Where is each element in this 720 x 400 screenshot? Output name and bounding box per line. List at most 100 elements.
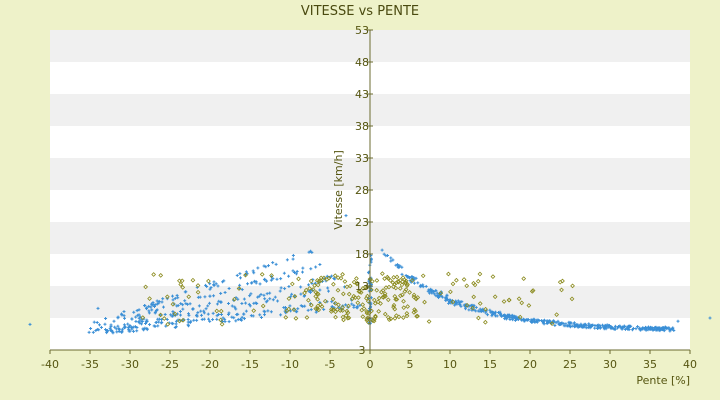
data-point [371,297,377,303]
y-tick-label: 18 [355,248,369,261]
data-point [122,323,126,327]
data-point [290,292,294,296]
data-point [400,292,405,298]
data-point [295,310,299,314]
data-point [121,327,125,331]
data-point [186,317,190,321]
data-point [516,296,522,302]
data-point [511,318,515,322]
data-point [361,306,367,311]
data-point [219,312,223,316]
data-point [389,256,393,260]
data-point [271,261,275,265]
data-point [438,290,444,296]
data-point [497,311,501,315]
data-point [87,330,91,334]
data-point [638,327,642,331]
data-point [268,291,272,295]
data-point [388,316,394,322]
data-point [170,321,174,325]
data-point [251,269,255,273]
data-point [446,271,451,277]
data-point [240,302,244,306]
data-point [402,289,408,294]
data-point [345,310,351,316]
data-point [259,315,263,319]
data-point [155,299,159,303]
data-point [394,263,398,267]
data-point [174,322,178,326]
data-point [416,281,420,285]
data-point [643,325,647,329]
data-point [161,316,167,321]
data-point [609,326,613,330]
data-point [147,296,152,302]
data-point [251,314,255,318]
data-point [211,318,215,322]
data-point [265,279,269,283]
data-point [484,311,488,315]
data-point [244,270,248,274]
data-point [346,315,352,321]
data-point [376,295,382,301]
data-point [340,304,345,310]
data-point [464,283,470,289]
data-point [314,265,318,269]
data-point [560,278,565,284]
data-point [494,314,498,318]
x-tick-label: -35 [81,358,99,371]
data-point [405,281,410,287]
data-point [672,328,676,332]
data-point [97,323,101,327]
data-point [236,297,240,301]
data-point [598,326,602,330]
data-point [276,299,280,303]
data-point [513,318,517,322]
data-point [293,270,297,274]
data-point [350,302,354,306]
data-point [230,304,234,308]
data-point [169,313,173,317]
data-point [145,326,149,330]
data-point [175,304,179,308]
data-point [533,318,537,322]
data-point [308,278,314,284]
data-point [474,305,478,309]
data-point [330,300,334,304]
data-point [89,326,93,330]
data-point [351,293,357,299]
data-point [240,315,244,319]
data-point [651,327,655,331]
data-point [175,293,179,297]
data-point [180,284,186,290]
data-point [393,280,399,286]
data-point [212,284,216,288]
y-tick-label: 3 [359,344,366,357]
data-point [401,305,407,311]
data-point [263,297,267,301]
data-point [382,311,388,317]
data-point [291,253,295,257]
y-tick-label: 28 [355,184,369,197]
data-point [315,282,321,288]
data-point [174,319,178,323]
data-point [279,313,283,317]
x-tick-label: 10 [443,358,457,371]
data-point [262,309,266,313]
data-point [490,314,494,318]
data-point [304,315,310,320]
data-point [401,315,406,320]
data-point [279,277,283,281]
data-point [398,277,403,283]
data-point [326,275,332,281]
data-point [226,302,230,306]
data-point [176,296,180,300]
data-point [370,318,376,323]
x-tick-label: -40 [41,358,59,371]
data-point [426,289,430,293]
data-point [553,323,557,327]
data-point [171,310,175,314]
data-point [312,283,317,288]
data-point [486,313,490,317]
data-point [149,305,153,309]
